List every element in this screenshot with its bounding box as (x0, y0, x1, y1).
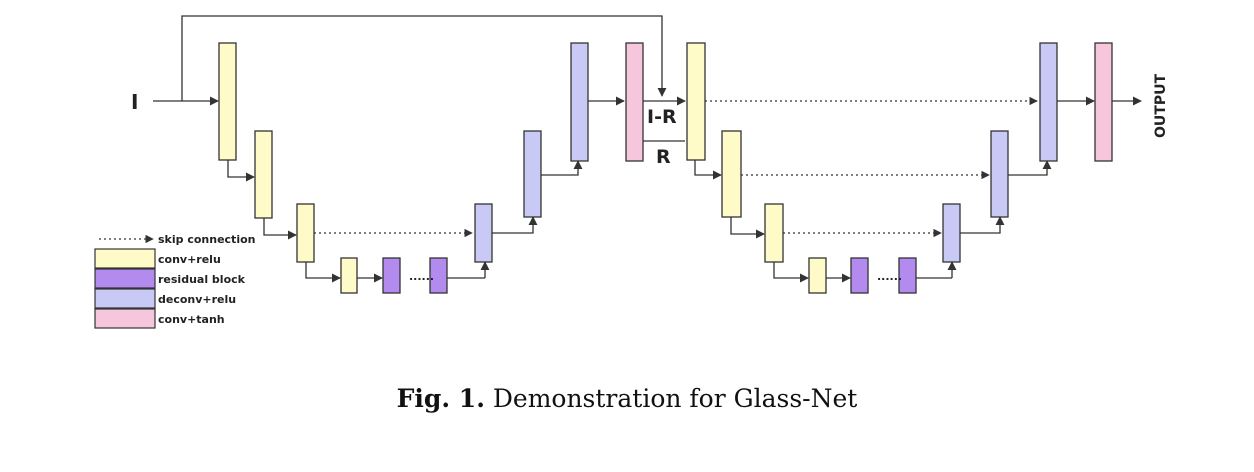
enc2-1-to-enc2-2-arrow (694, 160, 722, 180)
legend-conv-relu-label: conv+relu (158, 253, 221, 266)
legend-deconv-relu-swatch (94, 288, 156, 309)
caption-prefix: Fig. 1. (396, 384, 485, 413)
deconv-relu-block-6 (1039, 42, 1058, 162)
conv-relu-block-7 (764, 203, 784, 263)
legend-deconv-relu-label: deconv+relu (158, 293, 236, 306)
skip-connections (314, 96, 1038, 238)
connections (153, 15, 1142, 283)
r-label: R (656, 146, 671, 168)
enc2-to-enc3-arrow (263, 218, 297, 240)
deconv-relu-block-4 (942, 203, 961, 263)
dec2-1-to-dec2-2-arrow (960, 216, 1005, 234)
conv-relu-block-5 (686, 42, 706, 161)
residual-block-1 (382, 257, 401, 294)
residual-block-4 (898, 257, 917, 294)
input-bypass-line (181, 15, 667, 101)
ellipsis-1: ...... (409, 270, 434, 283)
deconv-relu-block-2 (523, 130, 542, 218)
legend-skip-connection-label: skip connection (158, 233, 255, 246)
conv-tanh-block-2 (1094, 42, 1113, 162)
deconv-relu-block-3 (570, 42, 589, 162)
ellipsis-2: ...... (877, 270, 902, 283)
blocks (218, 42, 1113, 294)
dec1-to-dec2-arrow (492, 216, 538, 234)
deconv-relu-block-1 (474, 203, 493, 263)
conv-relu-block-2 (254, 130, 273, 219)
enc1-to-enc2-arrow (227, 160, 255, 182)
legend-residual-block-label: residual block (158, 273, 246, 286)
legend-residual-block-swatch (94, 268, 156, 289)
conv-relu-block-3 (296, 203, 315, 263)
conv-relu-block-6 (721, 130, 742, 218)
dec2-2-to-dec2-3-arrow (1008, 160, 1052, 176)
legend-conv-tanh-swatch (94, 308, 156, 329)
conv-relu-block-8 (808, 257, 827, 294)
conv-relu-block-1 (218, 42, 237, 161)
legend-conv-tanh-label: conv+tanh (158, 313, 225, 326)
conv-relu-block-4 (340, 257, 358, 294)
residual-block-3 (850, 257, 869, 294)
output-label: OUTPUT (1153, 74, 1169, 138)
enc3-to-conv4-arrow (305, 262, 341, 283)
legend: skip connection conv+relu residual block… (94, 233, 255, 329)
i-minus-r-label: I-R (647, 106, 677, 128)
enc2-3-to-conv2-4-arrow (773, 262, 809, 283)
enc2-2-to-enc2-3-arrow (730, 217, 765, 239)
dec2-to-dec3-arrow (541, 160, 583, 176)
conv-tanh-block-1 (625, 42, 644, 162)
caption-text: Demonstration for Glass-Net (492, 384, 858, 413)
deconv-relu-block-5 (990, 130, 1009, 218)
legend-conv-relu-swatch (94, 248, 156, 269)
figure-caption: Fig. 1. Demonstration for Glass-Net (0, 384, 1254, 413)
input-label: I (131, 90, 138, 114)
residual-block-2 (429, 257, 448, 294)
